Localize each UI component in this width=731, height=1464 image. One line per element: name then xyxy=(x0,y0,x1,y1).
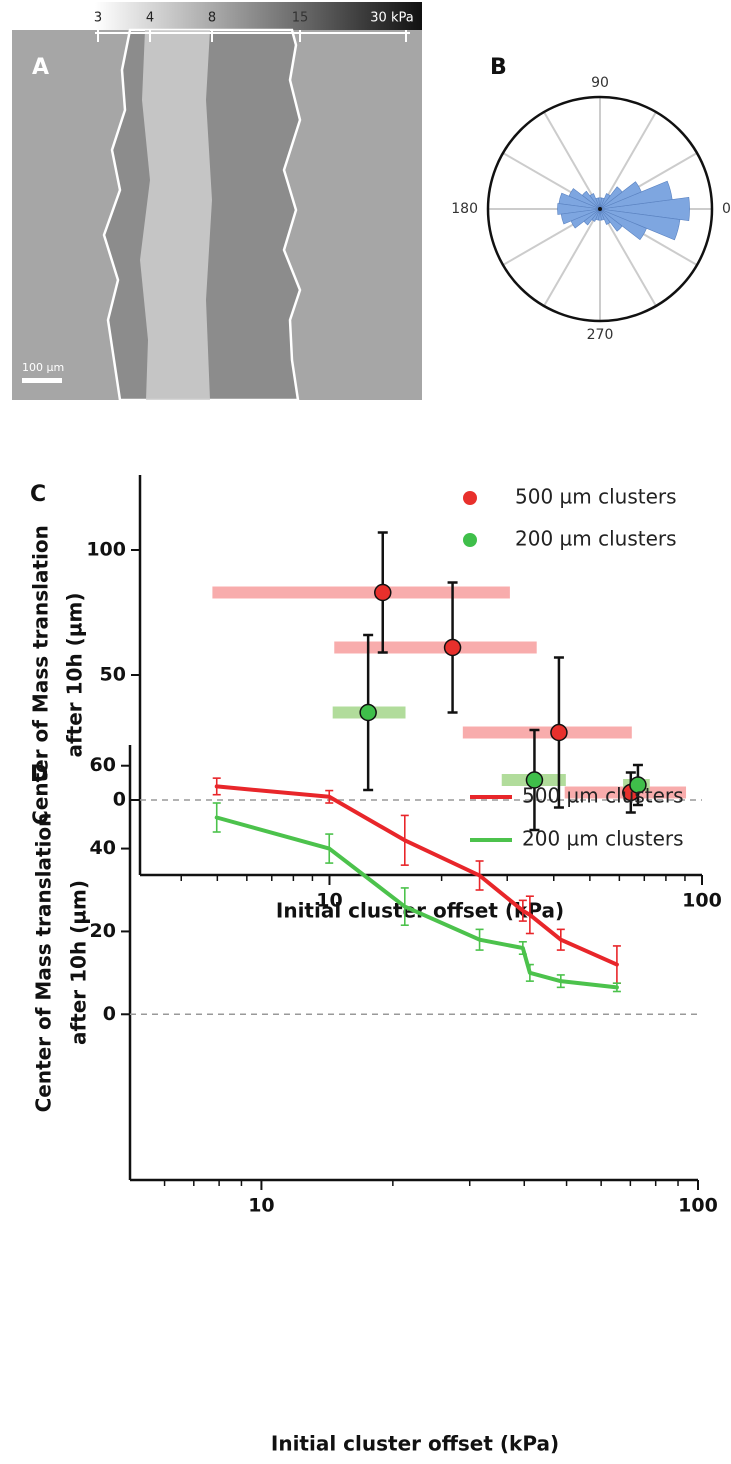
scale-label: 3 xyxy=(94,11,102,26)
y-axis-title: after 10h (µm) xyxy=(67,880,91,1045)
y-tick-label: 0 xyxy=(103,1003,116,1025)
legend-label: 200 µm clusters xyxy=(522,827,684,851)
scale-label: 15 xyxy=(292,11,309,26)
theta-tick-label: 90 xyxy=(591,75,609,91)
legend-label: 500 µm clusters xyxy=(522,784,684,808)
theta-tick-label: 0 xyxy=(722,201,731,217)
panel-label: A xyxy=(32,55,49,80)
panel-label: B xyxy=(490,55,507,80)
legend-label: 200 µm clusters xyxy=(515,527,677,551)
scale-label: 4 xyxy=(146,11,154,26)
cluster-soft-region xyxy=(140,30,212,400)
scale-bar xyxy=(22,378,62,383)
y-tick-label: 0 xyxy=(113,789,126,811)
data-point xyxy=(551,725,567,741)
y-tick-label: 40 xyxy=(90,837,116,859)
x-tick-label: 100 xyxy=(678,1195,718,1217)
panel-label: C xyxy=(30,482,46,507)
data-point xyxy=(360,705,376,721)
range-band xyxy=(212,587,509,599)
theta-tick-label: 180 xyxy=(451,201,478,217)
legend-marker xyxy=(463,491,477,505)
y-axis-title: after 10h (µm) xyxy=(63,592,87,757)
figure: 100 µm A 3 4 8 15 30 kPa 0 90 180 270 B 0 50 100 10 10… xyxy=(0,0,731,1464)
y-tick-label: 50 xyxy=(100,664,126,686)
y-tick-label: 100 xyxy=(86,539,126,561)
scale-label: 30 kPa xyxy=(370,11,413,26)
y-axis-title: Center of Mass translation xyxy=(32,813,56,1113)
panel-a: 100 µm A xyxy=(12,2,422,400)
page: 100 µm A 3 4 8 15 30 kPa 0 90 180 270 B 0 50 100 10 10… xyxy=(0,0,731,1464)
panel-label: D xyxy=(30,762,48,787)
scale-label: 8 xyxy=(208,11,216,26)
y-tick-label: 60 xyxy=(90,754,116,776)
data-point xyxy=(445,640,461,656)
x-axis-title: Initial cluster offset (kPa) xyxy=(271,1432,559,1456)
x-tick-label: 10 xyxy=(248,1195,274,1217)
theta-tick-label: 270 xyxy=(587,327,614,343)
range-band xyxy=(463,727,632,739)
legend-label: 500 µm clusters xyxy=(515,485,677,509)
x-tick-label: 100 xyxy=(682,890,722,912)
polar-center xyxy=(598,207,602,211)
y-tick-label: 20 xyxy=(90,920,116,942)
legend-marker xyxy=(463,533,477,547)
range-band xyxy=(334,642,536,654)
data-point xyxy=(375,585,391,601)
scale-bar-label: 100 µm xyxy=(22,361,64,374)
